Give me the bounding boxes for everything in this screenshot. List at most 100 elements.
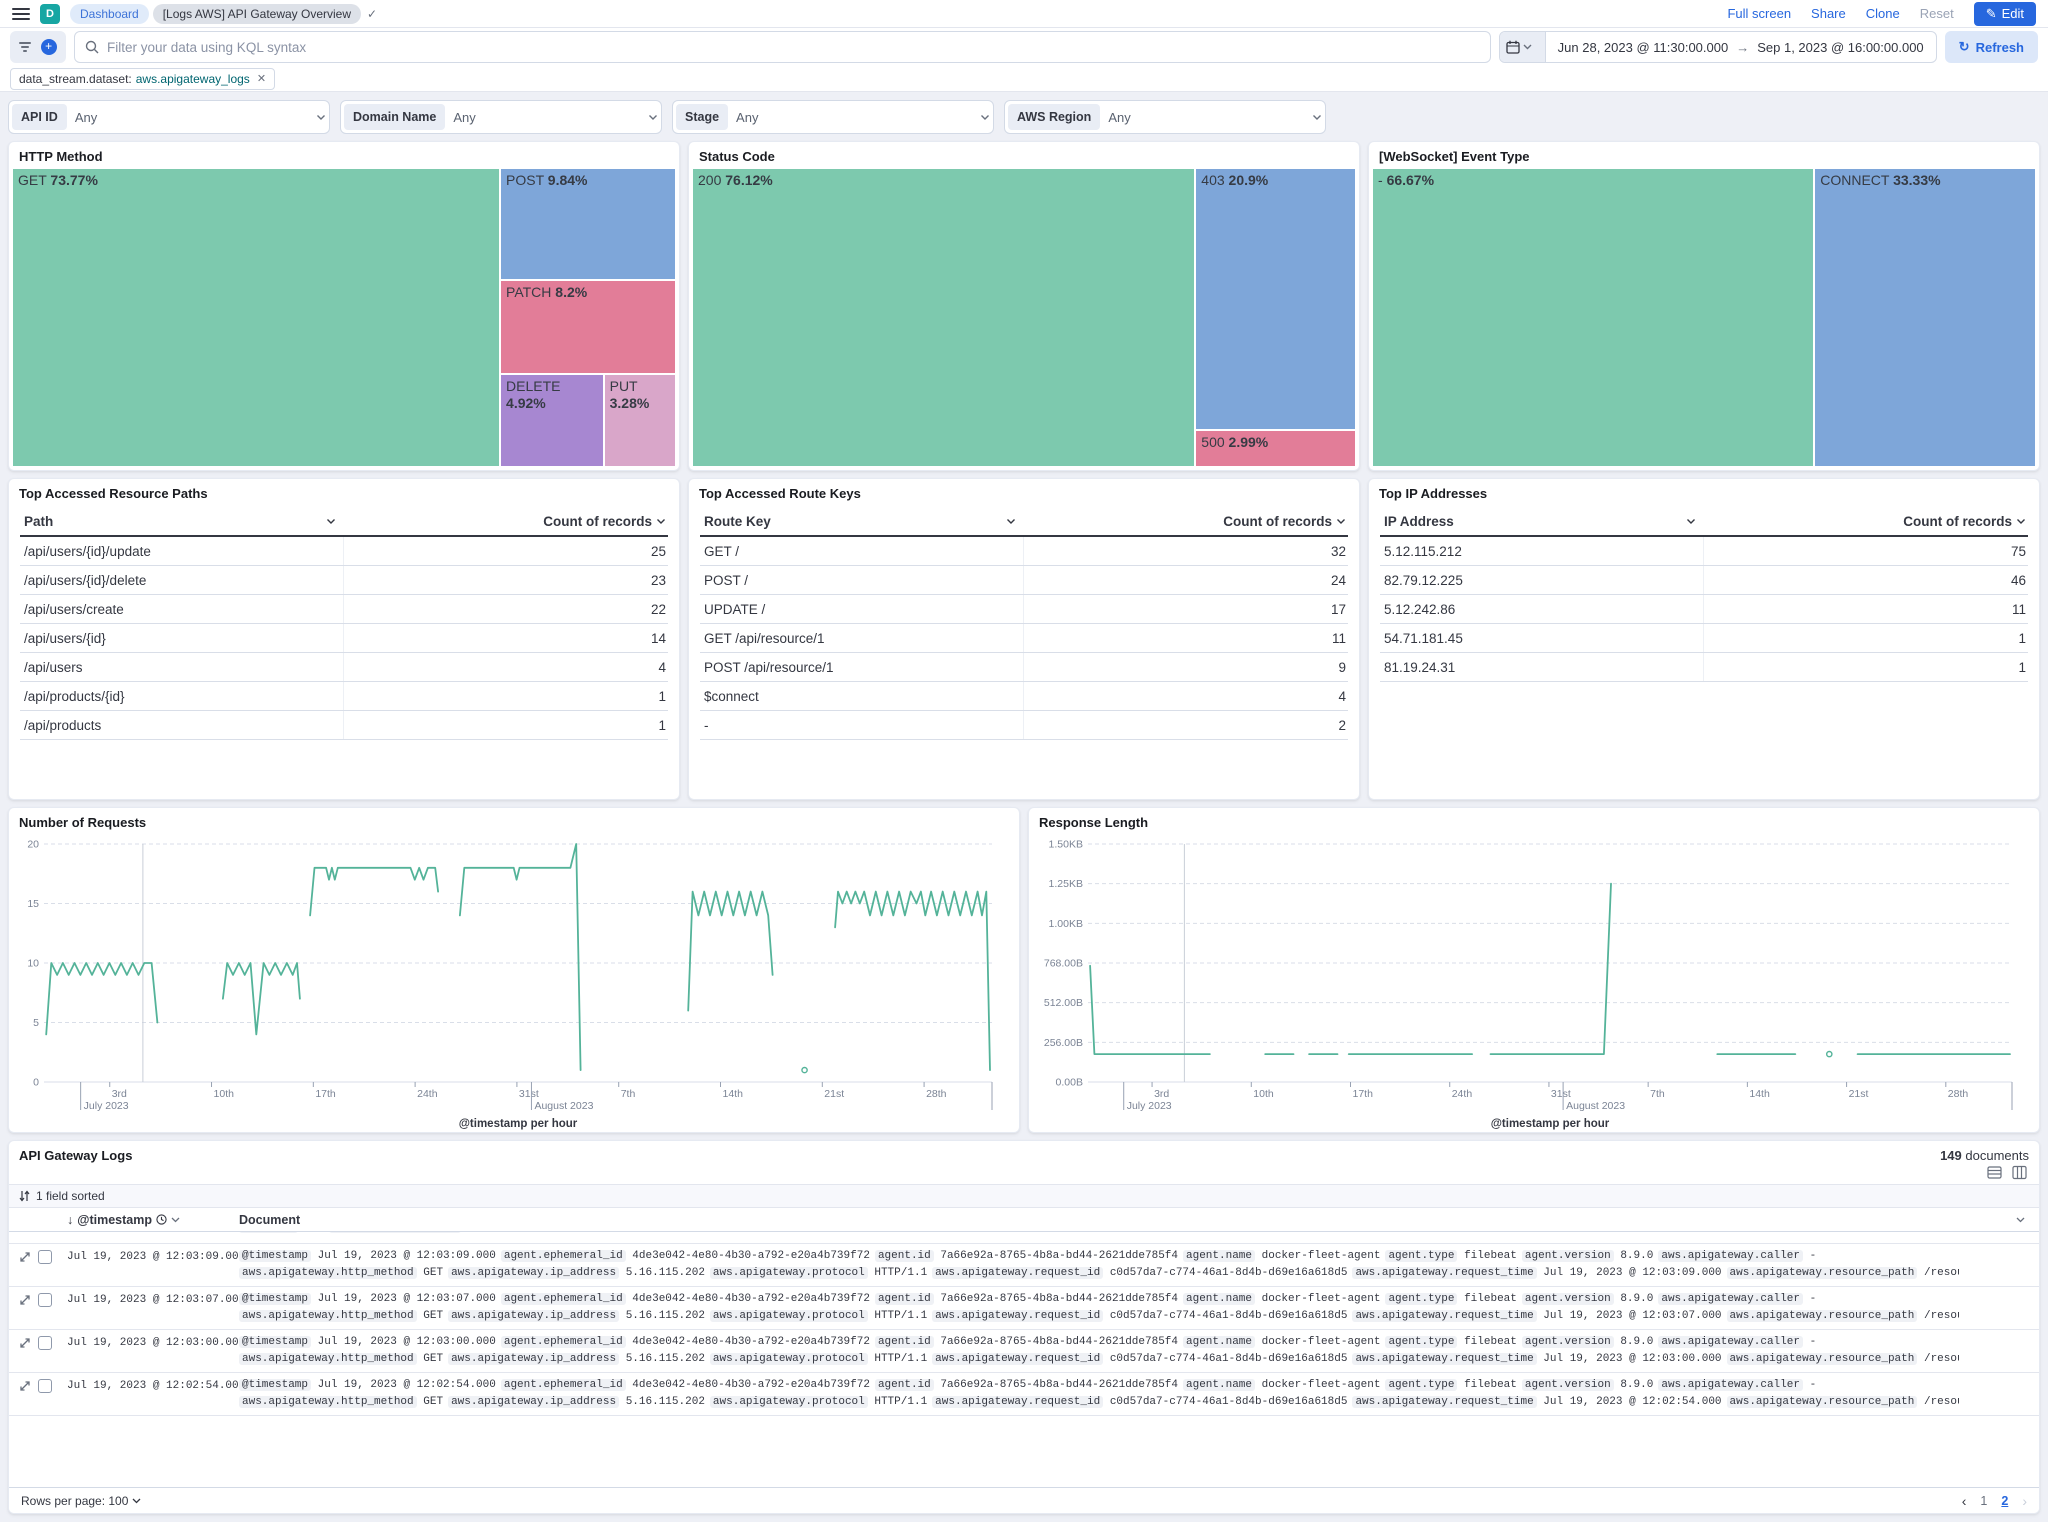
column-header-count[interactable]: Count of records [1024,514,1348,529]
filter-pill[interactable]: data_stream.dataset: aws.apigateway_logs… [10,68,275,90]
svg-text:August 2023: August 2023 [534,1100,593,1112]
websocket-event-treemap[interactable]: - 66.67%CONNECT 33.33% [1372,168,2036,467]
header-action-share[interactable]: Share [1811,6,1846,21]
filter-icon[interactable] [19,42,31,52]
chevron-down-icon[interactable] [2016,1217,2025,1223]
date-range-text[interactable]: Jun 28, 2023 @ 11:30:00.000 → Sep 1, 202… [1546,40,1936,55]
breadcrumb-dashboard[interactable]: Dashboard [70,4,149,24]
log-field-value: GET [423,1267,443,1279]
line-chart-svg: 051015203rd10th17th24th31st7th14th21st28… [12,834,1000,1130]
log-field-name: aws.apigateway.http_method [239,1396,417,1408]
chevron-down-icon [171,1217,180,1223]
treemap-tile-label: PATCH 8.2% [501,281,675,305]
page-1[interactable]: 1 [1980,1494,1987,1508]
chevron-down-icon [1336,518,1346,525]
row-checkbox[interactable] [38,1250,52,1264]
previous-page-button[interactable]: ‹ [1962,1493,1967,1509]
header-action-reset: Reset [1920,6,1954,21]
response-length-line-chart[interactable]: 0.00B256.00B512.00B768.00B1.00KB1.25KB1.… [1032,834,2036,1129]
log-field-value: 5.16.115.202 [626,1353,705,1365]
treemap-tile-put[interactable]: PUT 3.28% [604,374,676,467]
treemap-tile-200[interactable]: 200 76.12% [692,168,1195,467]
row-checkbox[interactable] [38,1336,52,1350]
date-range-picker[interactable]: Jun 28, 2023 @ 11:30:00.000 → Sep 1, 202… [1499,31,1937,63]
table-cell-value: 4 [344,653,668,681]
control-domain-name[interactable]: Domain NameAny [340,100,662,134]
treemap-tile--[interactable]: - 66.67% [1372,168,1814,467]
log-field-pair: aws.apigateway.resource_path /resource/1 [1727,1310,1959,1322]
treemap-tile-get[interactable]: GET 73.77% [12,168,500,467]
control-value: Any [736,110,972,125]
columns-icon[interactable] [2012,1165,2027,1180]
route-keys-table: Route KeyCount of recordsGET /32POST /24… [692,505,1356,796]
expand-document-icon[interactable] [19,1250,31,1268]
status-code-treemap[interactable]: 200 76.12%403 20.9%500 2.99% [692,168,1356,467]
column-header-ip-address[interactable]: IP Address [1380,514,1704,529]
control-value: Any [453,110,640,125]
table-cell-key: POST /api/resource/1 [700,653,1024,681]
log-field-pair: aws.apigateway.protocol HTTP/1.1 [710,1396,927,1408]
column-header-count[interactable]: Count of records [344,514,668,529]
control-api-id[interactable]: API IDAny [8,100,330,134]
document-column-header[interactable]: Document [239,1213,300,1227]
header-action-full-screen[interactable]: Full screen [1727,6,1791,21]
table-row: /api/users/{id}14 [20,624,668,653]
deployment-logo[interactable]: D [40,4,60,24]
treemap-tile-post[interactable]: POST 9.84% [500,168,676,280]
table-cell-key: - [700,711,1024,739]
treemap-tile-500[interactable]: 500 2.99% [1195,430,1356,467]
control-aws-region[interactable]: AWS RegionAny [1004,100,1326,134]
expand-document-icon[interactable] [19,1293,31,1311]
log-field-value: Jul 19, 2023 @ 12:02:54.000 [318,1379,496,1391]
refresh-button[interactable]: ↻ Refresh [1945,31,2038,63]
svg-text:28th: 28th [1948,1088,1969,1100]
next-page-button[interactable]: › [2022,1493,2027,1509]
log-field-pair: aws.apigateway.http_method GET [239,1353,443,1365]
row-checkbox[interactable] [38,1293,52,1307]
svg-text:24th: 24th [1452,1088,1473,1100]
requests-line-chart[interactable]: 051015203rd10th17th24th31st7th14th21st28… [12,834,1016,1129]
calendar-button[interactable] [1500,32,1546,62]
treemap-tile-403[interactable]: 403 20.9% [1195,168,1356,430]
chevron-down-icon [1686,518,1696,525]
close-icon[interactable]: ✕ [257,72,266,85]
kql-search[interactable] [74,31,1491,63]
treemap-tile-patch[interactable]: PATCH 8.2% [500,280,676,373]
http-method-treemap[interactable]: GET 73.77%POST 9.84%PATCH 8.2% DELETE 4.9… [12,168,676,467]
log-field-pair: aws.apigateway.request_id c0d57da7-c774-… [932,1353,1347,1365]
row-checkbox[interactable] [38,1379,52,1393]
table-row: /api/users/create22 [20,595,668,624]
log-document: @timestamp Jul 19, 2023 @ 12:03:09.000ag… [239,1248,1959,1282]
log-field-pair: y.status 200 [239,1232,324,1233]
kql-search-input[interactable] [107,40,1480,55]
page-2[interactable]: 2 [2001,1494,2008,1508]
expand-document-icon[interactable] [19,1336,31,1354]
log-document: @timestamp Jul 19, 2023 @ 12:03:00.000ag… [239,1334,1959,1368]
display-options-icon[interactable] [1987,1165,2002,1180]
column-header-route-key[interactable]: Route Key [700,514,1024,529]
chevron-down-icon [1523,44,1532,50]
log-timestamp: Jul 19, 2023 @ 12:03:09.000 [67,1248,239,1282]
add-filter-icon[interactable]: + [41,39,57,55]
treemap-tile-delete[interactable]: DELETE 4.92% [500,374,604,467]
table-cell-key: 54.71.181.45 [1380,624,1704,652]
timestamp-column-header[interactable]: ↓ @timestamp [67,1213,239,1227]
log-field-name: aws.apigateway.ip_address [448,1267,619,1279]
edit-button[interactable]: ✎ Edit [1974,2,2036,26]
panel-title: Number of Requests [9,808,1019,834]
log-field-value: Jul 19, 2023 @ 12:03:00.000 [1543,1353,1721,1365]
column-header-path[interactable]: Path [20,514,344,529]
menu-icon[interactable] [12,8,30,20]
log-field-value: Jul 19, 2023 @ 12:03:07.000 [1543,1310,1721,1322]
log-field-value: filebeat [1464,1336,1517,1348]
rows-per-page-button[interactable]: Rows per page: 100 [21,1494,141,1508]
column-header-count[interactable]: Count of records [1704,514,2028,529]
log-field-value: /resource/1 [1924,1310,1959,1322]
field-sorted-button[interactable]: 1 field sorted [36,1189,105,1203]
log-field-name: aws.apigateway.caller [1658,1379,1803,1391]
expand-document-icon[interactable] [19,1379,31,1397]
treemap-tile-connect[interactable]: CONNECT 33.33% [1814,168,2036,467]
log-field-name: agent.id [875,1293,934,1305]
control-stage[interactable]: StageAny [672,100,994,134]
header-action-clone[interactable]: Clone [1866,6,1900,21]
